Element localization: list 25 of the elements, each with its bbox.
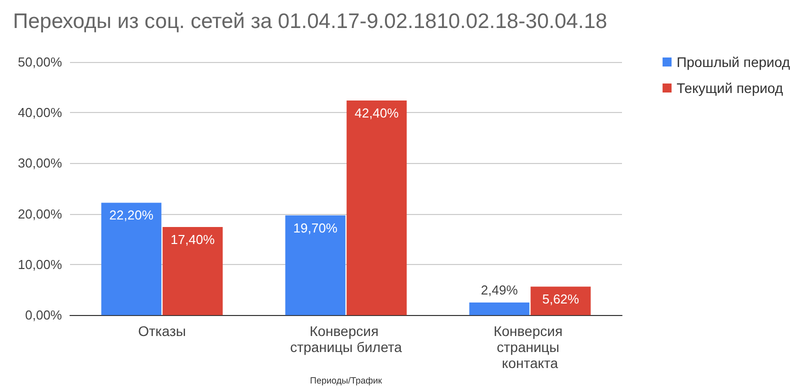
bar: [346, 100, 407, 316]
y-tick-label: 0,00%: [25, 308, 62, 323]
chart-title: Переходы из соц. сетей за 01.04.17-9.02.1810.02.18-30.04.18: [13, 10, 608, 33]
data-label: 42,40%: [354, 105, 400, 120]
legend-label: Прошлый период: [676, 54, 790, 70]
y-tick-label: 10,00%: [18, 256, 62, 272]
x-tick-label: Конверсия страницы билета: [290, 323, 402, 356]
legend-label: Текущий период: [676, 80, 784, 96]
y-tick-label: 40,00%: [18, 105, 62, 120]
y-tick-label: 20,00%: [18, 206, 62, 222]
data-label: 17,40%: [170, 232, 216, 248]
x-tick-label: Отказы: [138, 323, 186, 340]
y-tick-label: 30,00%: [18, 156, 62, 171]
x-axis-title: Периоды/Трафик: [310, 376, 382, 386]
data-label: 19,70%: [293, 220, 338, 236]
data-label: 2,49%: [480, 282, 518, 298]
bar: [101, 202, 162, 316]
y-tick-label: 50,00%: [18, 54, 62, 70]
bar: [285, 215, 346, 316]
bar: [530, 286, 591, 316]
data-label: 5,62%: [542, 292, 580, 307]
bar: [469, 302, 530, 316]
x-tick-label: Конверсия страницы контакта: [494, 323, 566, 372]
data-label: 22,20%: [109, 208, 154, 223]
bar: [162, 227, 223, 316]
